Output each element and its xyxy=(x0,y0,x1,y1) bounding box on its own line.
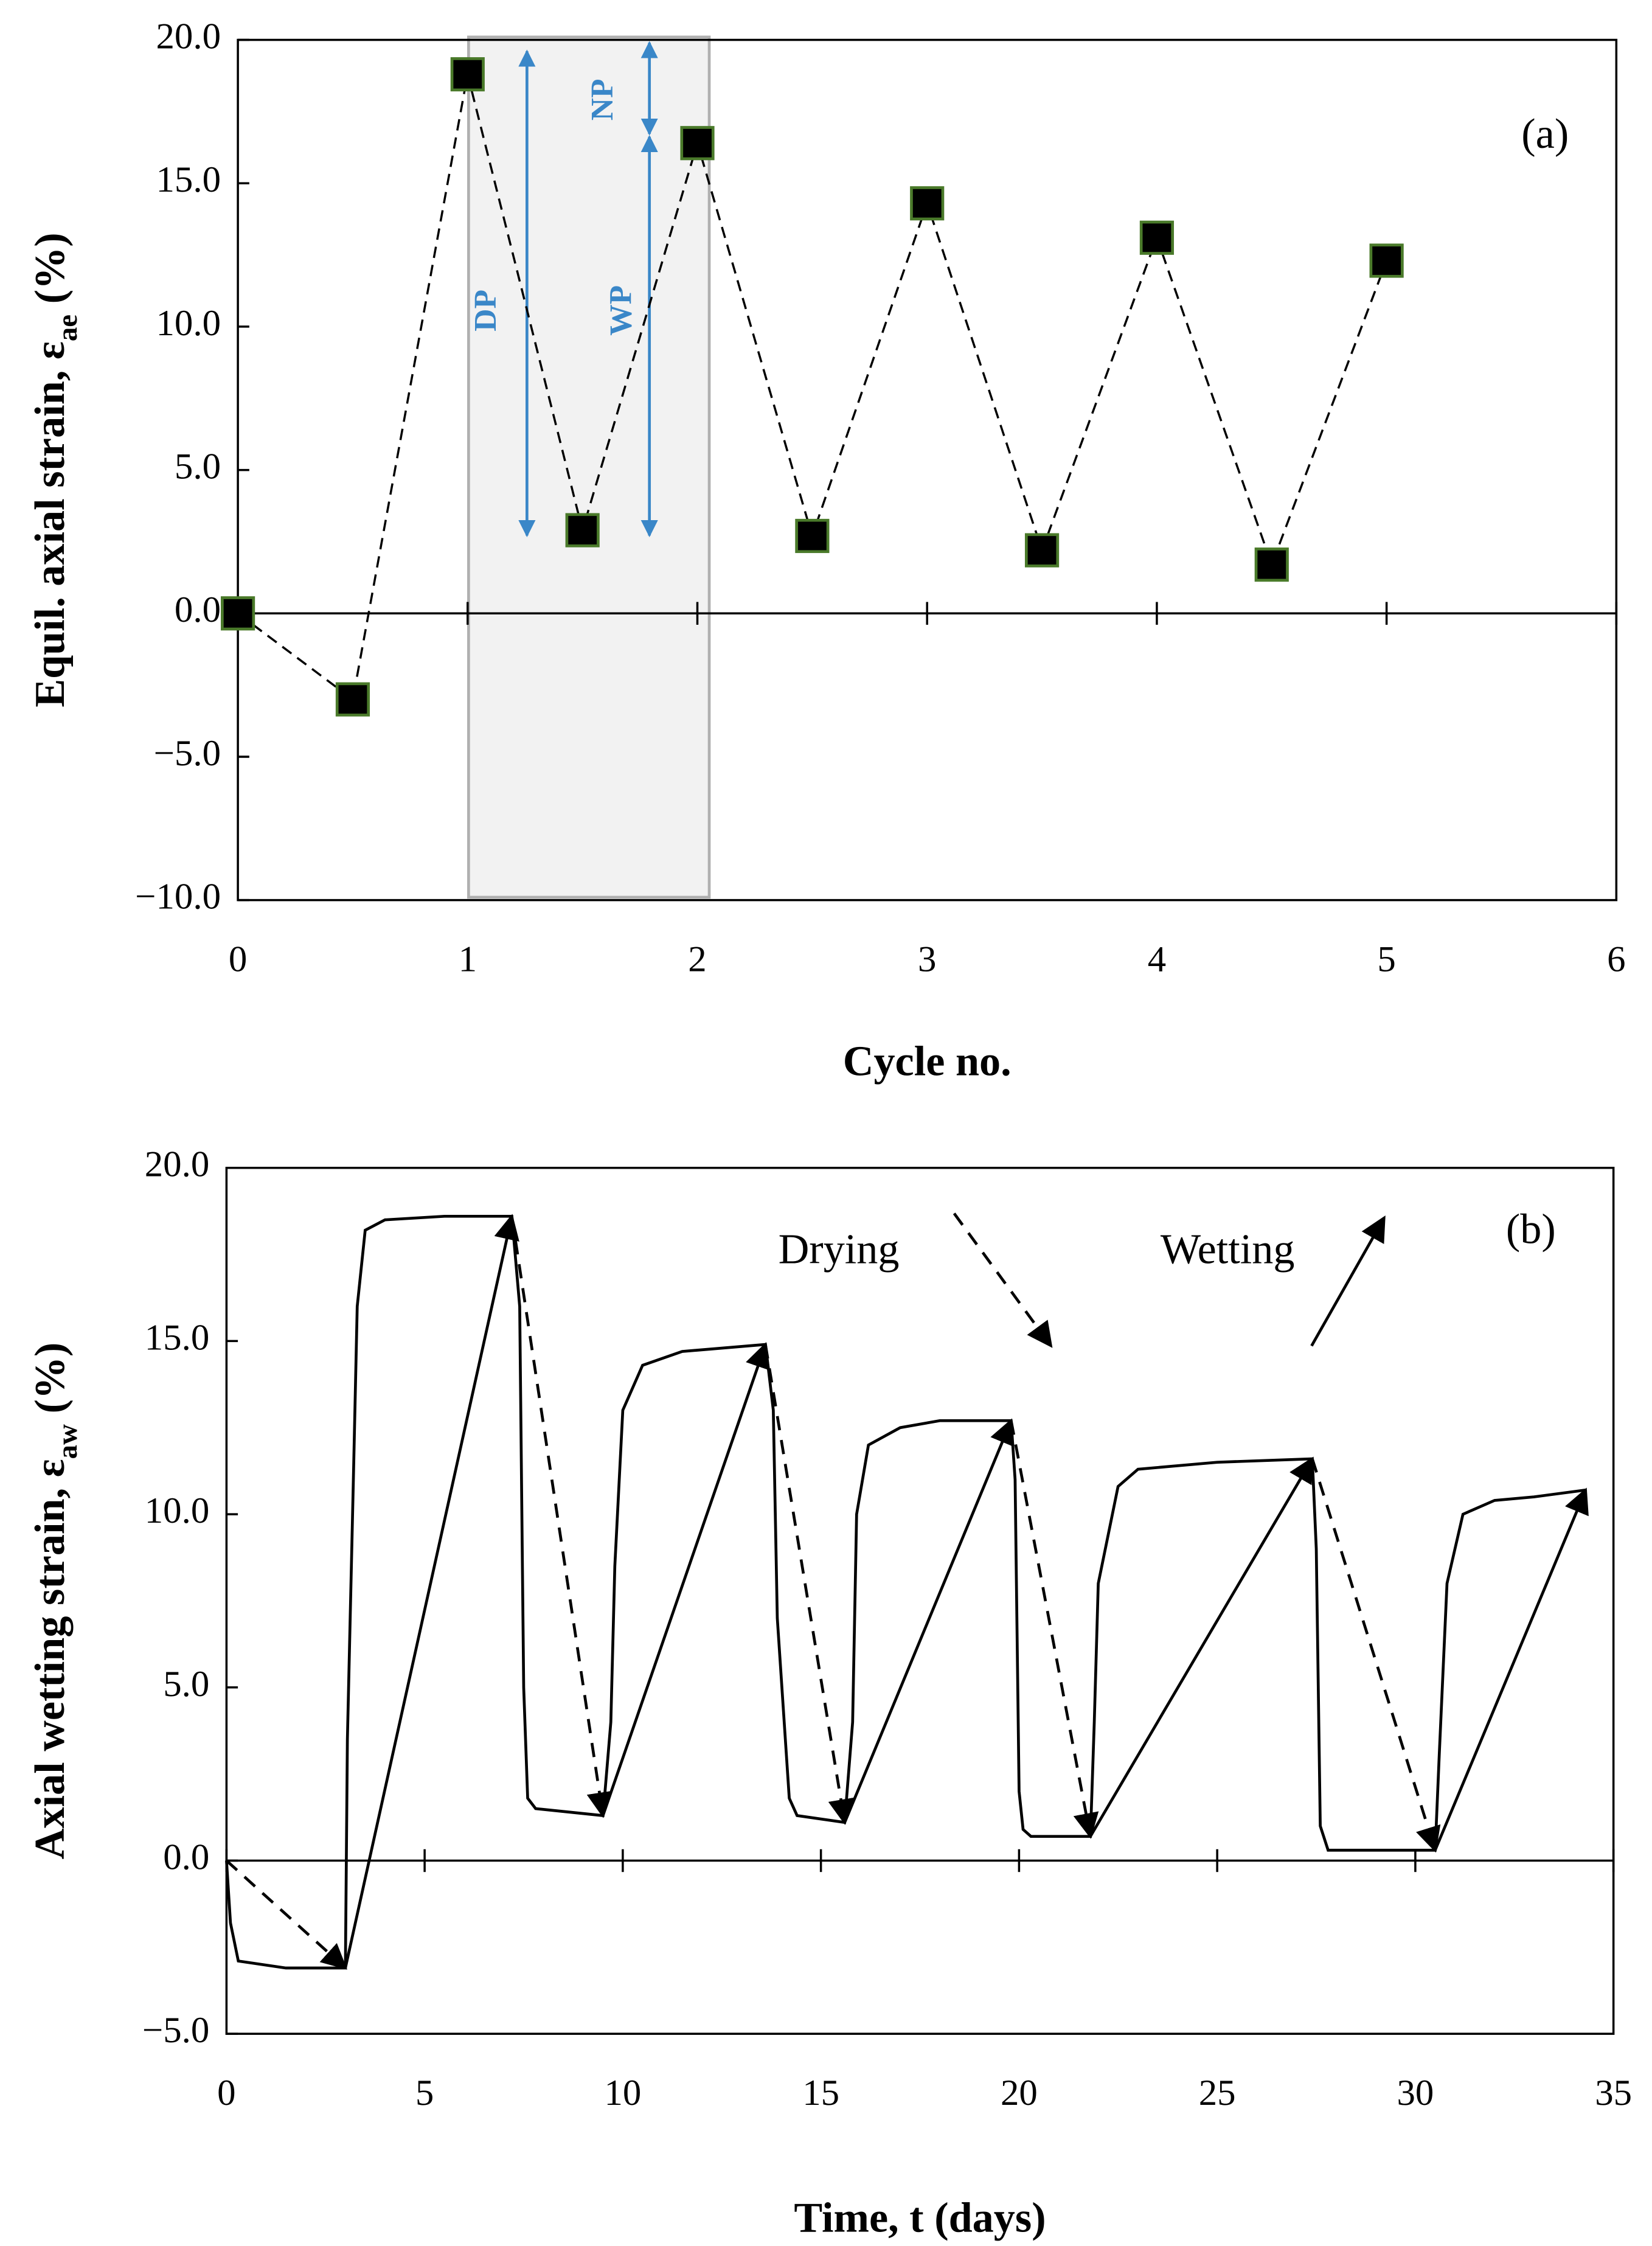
wetting-arrow xyxy=(1434,1487,1589,1851)
y-label-sub: ae xyxy=(52,315,83,341)
x-tick-label: 25 xyxy=(1199,2073,1236,2113)
strain-curve xyxy=(225,1215,1586,1970)
y-tick-label: 5.0 xyxy=(175,447,221,487)
x-tick-label: 30 xyxy=(1397,2073,1434,2113)
y-tick-label: 15.0 xyxy=(145,1317,210,1358)
drying-arrow xyxy=(764,1344,854,1826)
drying-arrow xyxy=(1311,1458,1441,1853)
y-label-text: Equil. axial strain, ε xyxy=(26,341,74,708)
data-marker xyxy=(450,57,485,92)
x-tick-label: 3 xyxy=(918,939,936,980)
y-axis-label: Axial wetting strain, εaw (%) xyxy=(26,1343,83,1860)
y-tick-label: 0.0 xyxy=(163,1837,209,1877)
y-axis-label: Equil. axial strain, εae (%) xyxy=(26,232,83,707)
y-tick-label: −5.0 xyxy=(154,733,221,774)
data-marker xyxy=(910,186,945,221)
y-tick-label: 20.0 xyxy=(156,16,221,57)
y-label-suffix: (%) xyxy=(26,1343,74,1425)
x-tick-label: 0 xyxy=(229,939,247,980)
wetting-arrow xyxy=(1089,1456,1314,1837)
x-tick-label: 5 xyxy=(1377,939,1395,980)
wetting-arrow xyxy=(843,1418,1015,1823)
y-tick-label: 10.0 xyxy=(156,303,221,344)
y-tick-label: −5.0 xyxy=(142,2010,209,2051)
x-axis-label: Cycle no. xyxy=(843,1037,1012,1085)
phase-label: DP xyxy=(468,290,503,332)
legend-label: Drying xyxy=(779,1225,900,1273)
x-tick-label: 0 xyxy=(217,2073,235,2113)
phase-label: NP xyxy=(585,79,620,121)
y-tick-label: 10.0 xyxy=(145,1490,210,1531)
phase-label: WP xyxy=(603,285,638,336)
x-tick-label: 1 xyxy=(459,939,477,980)
x-tick-label: 10 xyxy=(604,2073,641,2113)
x-tick-label: 20 xyxy=(1001,2073,1038,2113)
panel-label: (a) xyxy=(1521,110,1569,158)
wetting-legend-arrow xyxy=(1310,1215,1386,1347)
data-marker xyxy=(335,682,370,717)
y-tick-label: 5.0 xyxy=(163,1664,209,1705)
x-axis-label: Time, t (days) xyxy=(794,2194,1046,2241)
plot-frame xyxy=(225,1166,1615,2035)
data-marker xyxy=(680,126,715,161)
data-marker xyxy=(565,513,600,548)
panel-label: (b) xyxy=(1506,1206,1556,1253)
y-tick-label: 20.0 xyxy=(145,1144,210,1185)
y-tick-label: 15.0 xyxy=(156,159,221,200)
data-marker xyxy=(1024,533,1060,568)
drying-arrow xyxy=(1010,1420,1099,1839)
y-label-suffix: (%) xyxy=(26,232,74,315)
x-tick-label: 5 xyxy=(415,2073,434,2113)
y-label-sub: aw xyxy=(52,1424,83,1459)
highlight-region xyxy=(467,35,711,899)
data-marker xyxy=(1369,243,1404,278)
data-marker xyxy=(795,518,830,554)
plot-frame xyxy=(237,38,1618,902)
wetting-arrow xyxy=(344,1214,519,1969)
data-marker xyxy=(221,596,255,631)
x-tick-label: 2 xyxy=(688,939,706,980)
y-tick-label: 0.0 xyxy=(175,589,221,630)
legend-label: Wetting xyxy=(1161,1225,1295,1273)
x-tick-label: 6 xyxy=(1607,939,1625,980)
data-marker xyxy=(1139,220,1175,255)
x-tick-label: 35 xyxy=(1595,2073,1632,2113)
y-tick-label: −10.0 xyxy=(135,877,221,917)
drying-legend-arrow xyxy=(953,1212,1053,1348)
drying-arrow xyxy=(510,1216,613,1818)
data-line xyxy=(237,74,1388,701)
y-label-text: Axial wetting strain, ε xyxy=(26,1459,74,1859)
wetting-arrow xyxy=(602,1342,770,1817)
drying-arrow xyxy=(225,1859,347,1970)
x-tick-label: 4 xyxy=(1148,939,1166,980)
data-marker xyxy=(1254,548,1289,582)
x-tick-label: 15 xyxy=(802,2073,839,2113)
